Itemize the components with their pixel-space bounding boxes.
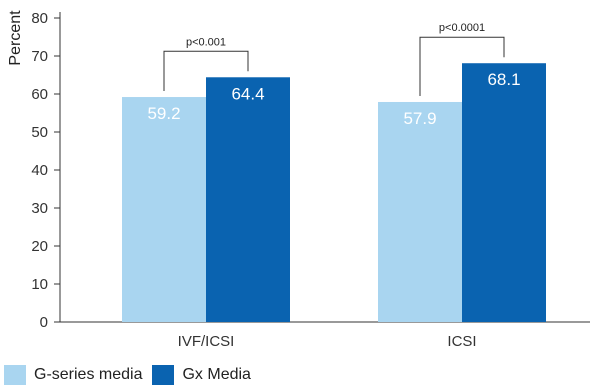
bar-chart: Percent 0 10 20 30 40 50 60 70 80 59.2 64.4 57.9 68… <box>7 10 590 350</box>
legend: G-series media Gx Media <box>4 364 261 386</box>
bar-g-series-0 <box>122 97 206 322</box>
y-tick-label: 60 <box>31 86 48 103</box>
bar-value-label: 59.2 <box>147 104 180 123</box>
legend-item-gx-media: Gx Media <box>152 365 251 385</box>
y-tick-label: 10 <box>31 276 48 293</box>
bar-value-label: 64.4 <box>231 84 264 103</box>
legend-swatch-g-series <box>4 365 26 385</box>
significance-label: p<0.001 <box>186 36 226 48</box>
significance-bracket <box>419 36 505 96</box>
x-tick-label: ICSI <box>447 333 476 350</box>
y-axis-label: Percent <box>7 10 24 66</box>
bar-gx-media-0 <box>206 77 290 322</box>
bar-g-series-1 <box>378 101 462 322</box>
bar-value-label: 68.1 <box>487 70 520 89</box>
legend-label-g-series: G-series media <box>34 366 143 383</box>
bar-gx-media-1 <box>462 63 546 322</box>
legend-item-g-series: G-series media <box>4 365 142 385</box>
bar-value-label: 57.9 <box>403 109 436 128</box>
y-tick-label: 50 <box>31 124 48 141</box>
y-tick-label: 30 <box>31 200 48 217</box>
legend-label-gx-media: Gx Media <box>182 366 251 383</box>
y-tick-label: 40 <box>31 162 48 179</box>
y-tick-label: 70 <box>31 48 48 65</box>
legend-swatch-gx-media <box>152 365 175 385</box>
significance-label: p<0.0001 <box>439 22 485 34</box>
y-tick-label: 80 <box>31 10 48 27</box>
x-tick-label: IVF/ICSI <box>178 333 235 350</box>
significance-bracket <box>163 50 249 92</box>
y-tick-label: 20 <box>31 238 48 255</box>
y-tick-label: 0 <box>40 314 48 331</box>
